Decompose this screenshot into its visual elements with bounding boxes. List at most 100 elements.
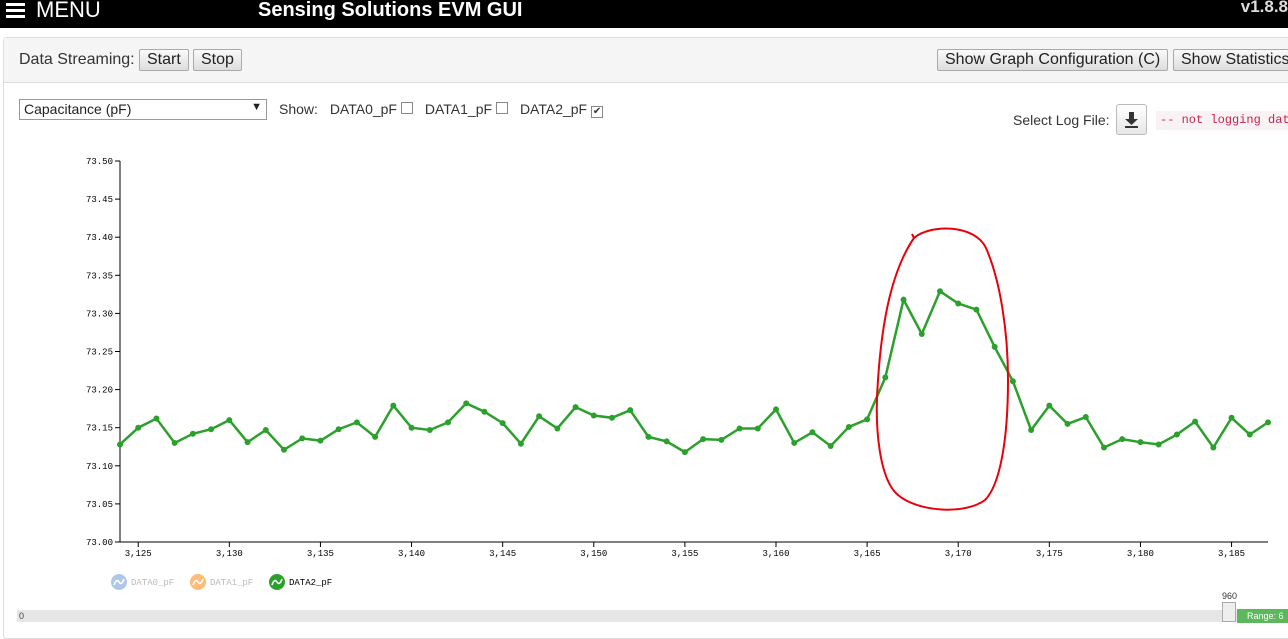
data-point xyxy=(1137,439,1144,446)
data-point xyxy=(335,426,342,433)
download-icon xyxy=(1125,112,1138,128)
data-point xyxy=(135,424,142,431)
series-line-data2 xyxy=(119,289,1269,454)
stop-button[interactable]: Stop xyxy=(193,49,242,71)
start-button[interactable]: Start xyxy=(139,49,189,71)
data-point xyxy=(554,425,561,432)
data-point xyxy=(208,426,215,433)
data-point xyxy=(1082,414,1089,421)
channel-data1-checkbox[interactable] xyxy=(496,102,509,114)
data-point xyxy=(408,424,415,431)
data-point xyxy=(827,442,834,449)
channel-data2-checkbox[interactable]: ✔ xyxy=(591,106,604,118)
data-point xyxy=(317,437,324,444)
data-point xyxy=(1246,431,1253,438)
y-tick-label: 73.50 xyxy=(86,157,113,167)
data-point xyxy=(973,306,980,313)
data-point xyxy=(864,416,871,423)
log-status-badge: -- not logging data -- xyxy=(1156,111,1288,130)
data-point xyxy=(1028,426,1035,433)
data-point xyxy=(463,400,470,407)
data-point xyxy=(609,414,615,421)
range-slider-handle[interactable] xyxy=(1222,602,1236,622)
legend-item-data0-pf[interactable]: DATA0_pF xyxy=(111,574,174,590)
data-point xyxy=(426,426,433,433)
data-point xyxy=(1155,441,1162,448)
y-tick-label: 73.35 xyxy=(86,271,113,281)
data-point xyxy=(372,433,379,440)
data-point xyxy=(882,374,889,381)
y-tick-label: 73.05 xyxy=(86,500,113,510)
data-point xyxy=(189,430,196,437)
data-point xyxy=(1265,419,1271,426)
data-point xyxy=(1064,420,1071,427)
data-point xyxy=(791,439,798,446)
data-point xyxy=(226,417,233,424)
show-label: Show: xyxy=(279,101,318,117)
data-point xyxy=(171,439,178,446)
menu-label[interactable]: MENU xyxy=(36,0,101,22)
data-point xyxy=(517,440,524,447)
x-tick-label: 3,125 xyxy=(125,549,152,559)
y-tick-label: 73.45 xyxy=(86,195,113,205)
legend-wave-icon xyxy=(192,578,204,586)
x-tick-label: 3,140 xyxy=(398,549,425,559)
data-point xyxy=(845,423,852,430)
data-point xyxy=(627,407,634,414)
channel-data0-label: DATA0_pF xyxy=(329,101,397,117)
capacitance-chart: 73.00 73.05 73.10 73.15 73.20 73.25 73.30 73.35… xyxy=(86,157,1271,590)
legend-label: DATA1_pF xyxy=(210,578,253,588)
range-slider-track[interactable] xyxy=(17,610,1237,622)
measurement-select[interactable]: Capacitance (pF) ▼ xyxy=(19,99,267,120)
legend-item-data2-pf[interactable]: DATA2_pF xyxy=(269,574,332,590)
data-point xyxy=(718,436,725,443)
top-bar: MENU Sensing Solutions EVM GUI v1.8.8 xyxy=(0,0,1288,28)
legend-wave-icon xyxy=(113,578,125,586)
y-tick-label: 73.30 xyxy=(86,309,113,319)
data-point xyxy=(736,425,743,432)
select-log-file-button[interactable] xyxy=(1116,104,1147,135)
x-tick-label: 3,185 xyxy=(1218,549,1245,559)
data-point xyxy=(1009,378,1016,385)
channel-data1-label: DATA1_pF xyxy=(424,101,493,117)
x-tick-label: 3,145 xyxy=(489,549,516,559)
legend-label: DATA0_pF xyxy=(131,578,174,588)
x-tick-label: 3,180 xyxy=(1127,549,1154,559)
select-log-file-label: Select Log File: xyxy=(1013,112,1110,128)
channel-data0-checkbox[interactable] xyxy=(400,102,413,114)
app-title: Sensing Solutions EVM GUI xyxy=(258,0,523,21)
y-tick-label: 73.10 xyxy=(86,462,113,472)
x-tick-label: 3,175 xyxy=(1036,549,1063,559)
data-point xyxy=(1228,414,1235,421)
hamburger-menu-icon[interactable] xyxy=(6,3,25,19)
show-graph-configuration-button[interactable]: Show Graph Configuration (C) xyxy=(937,49,1169,71)
legend-label: DATA2_pF xyxy=(289,578,332,588)
measurement-select-value: Capacitance (pF) xyxy=(24,101,132,117)
legend-item-data1-pf[interactable]: DATA1_pF xyxy=(190,574,253,590)
data-point xyxy=(117,441,123,448)
x-tick-label: 3,160 xyxy=(762,549,789,559)
version-label: v1.8.8 xyxy=(1240,0,1288,16)
data-point xyxy=(681,449,688,456)
x-tick-label: 3,135 xyxy=(307,549,334,559)
legend-wave-icon xyxy=(271,578,283,586)
data-point xyxy=(1046,402,1053,409)
data-point xyxy=(445,419,451,426)
x-tick-label: 3,130 xyxy=(216,549,243,559)
slider-value-label: 960 xyxy=(1222,591,1238,601)
data-streaming-label: Data Streaming: xyxy=(19,51,135,68)
data-point xyxy=(153,415,160,422)
data-point xyxy=(700,436,707,443)
x-tick-label: 3,170 xyxy=(945,549,972,559)
data-point xyxy=(754,425,761,432)
x-tick-label: 3,150 xyxy=(580,549,607,559)
data-point xyxy=(572,404,579,411)
dropdown-arrow-icon: ▼ xyxy=(251,101,262,113)
x-tick-label: 3,165 xyxy=(854,549,881,559)
slider-min-label: 0 xyxy=(19,611,25,621)
show-statistics-button[interactable]: Show Statistics xyxy=(1173,49,1288,71)
data-point xyxy=(590,412,597,419)
data-point xyxy=(244,439,251,446)
y-tick-label: 73.20 xyxy=(86,386,113,396)
data-point xyxy=(262,426,269,433)
